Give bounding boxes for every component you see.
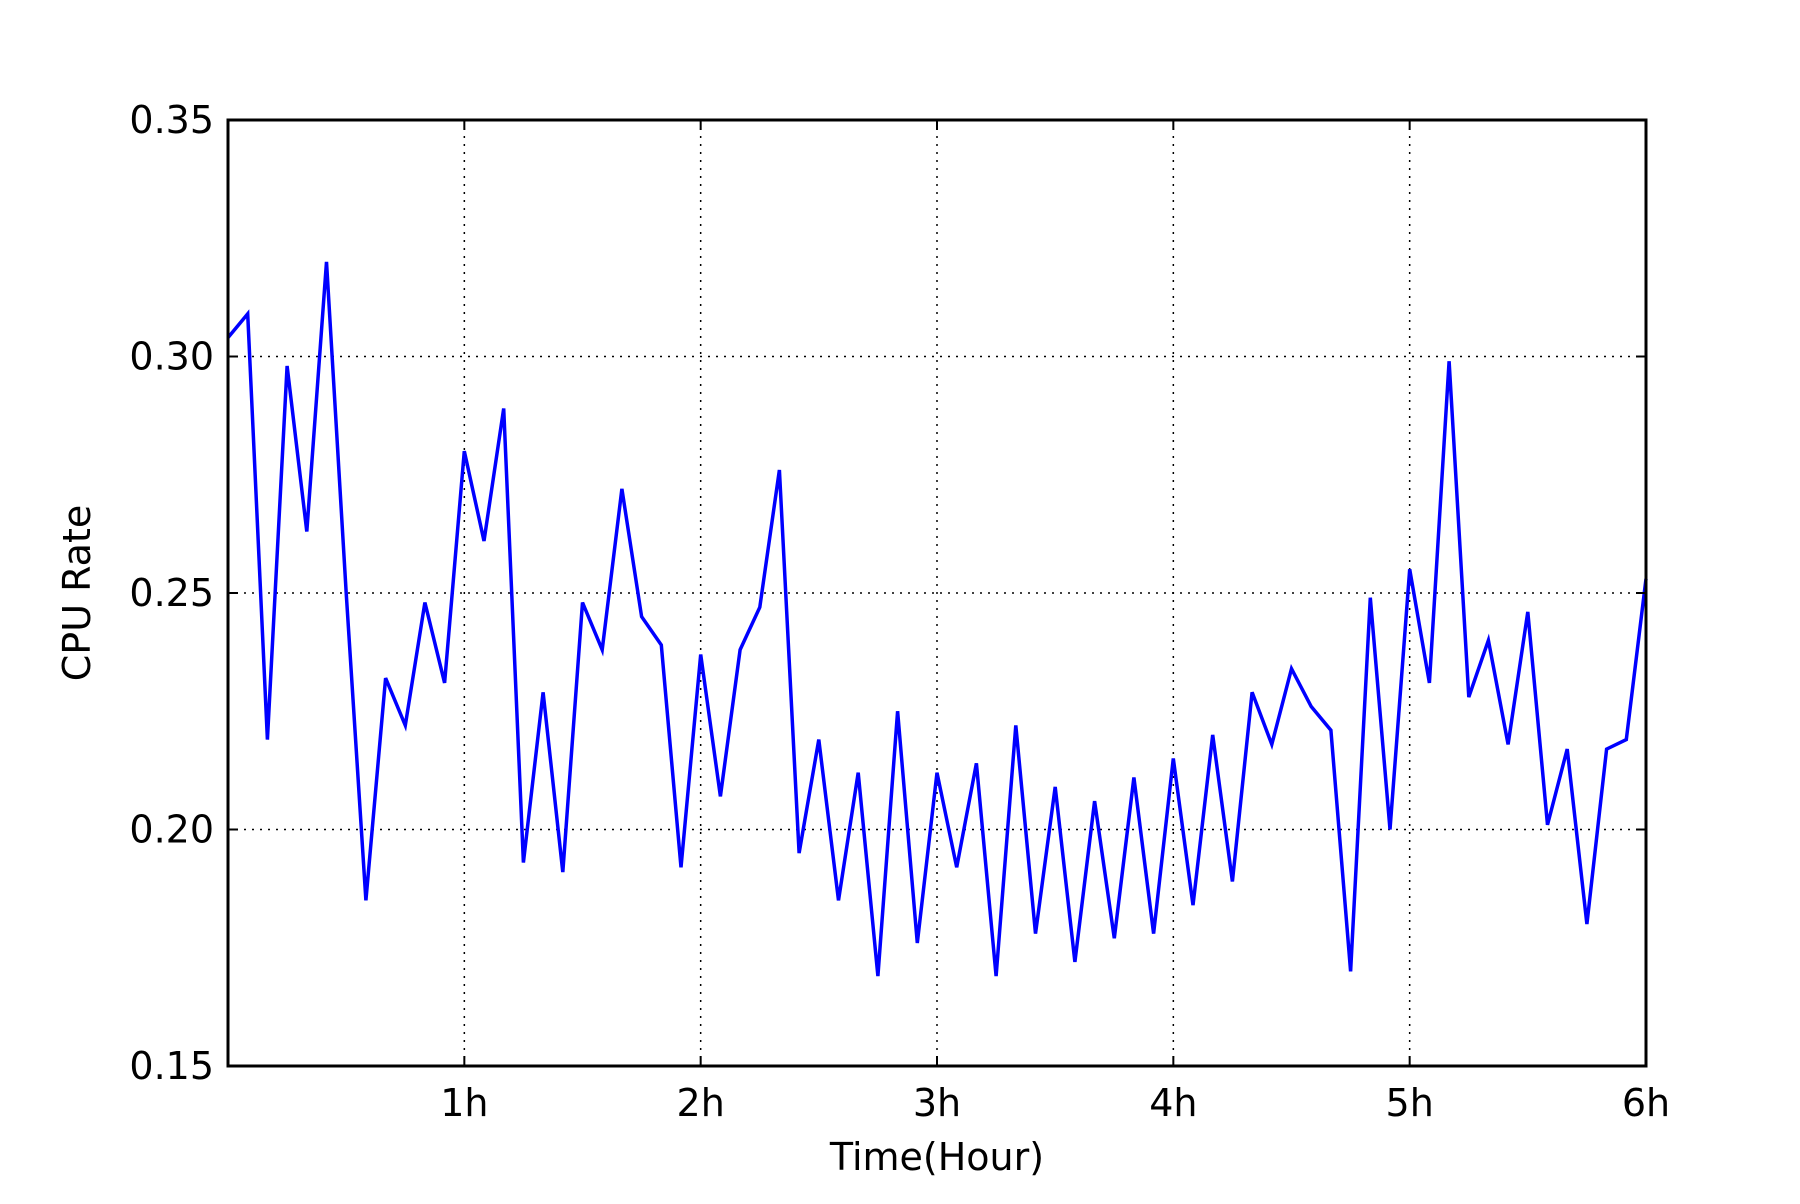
x-axis-label: Time(Hour): [829, 1135, 1044, 1179]
y-tick-label: 0.25: [129, 571, 214, 615]
x-tick-label: 6h: [1622, 1081, 1670, 1125]
y-tick-label: 0.30: [129, 335, 214, 379]
x-tick-label: 1h: [440, 1081, 488, 1125]
y-axis-label: CPU Rate: [55, 505, 99, 681]
ticks: 1h 2h 3h 4h 5h 6h 0.15 0.20 0.25 0.30 0.35: [129, 98, 1670, 1125]
y-tick-label: 0.15: [129, 1044, 214, 1088]
y-tick-label: 0.35: [129, 98, 214, 142]
grid-lines: [228, 120, 1646, 1066]
x-tick-label: 4h: [1149, 1081, 1197, 1125]
y-tick-label: 0.20: [129, 808, 214, 852]
series-layer: [226, 261, 1648, 977]
x-tick-label: 3h: [913, 1081, 961, 1125]
x-tick-label: 5h: [1386, 1081, 1434, 1125]
series-line: [226, 261, 1648, 977]
x-tick-label: 2h: [677, 1081, 725, 1125]
